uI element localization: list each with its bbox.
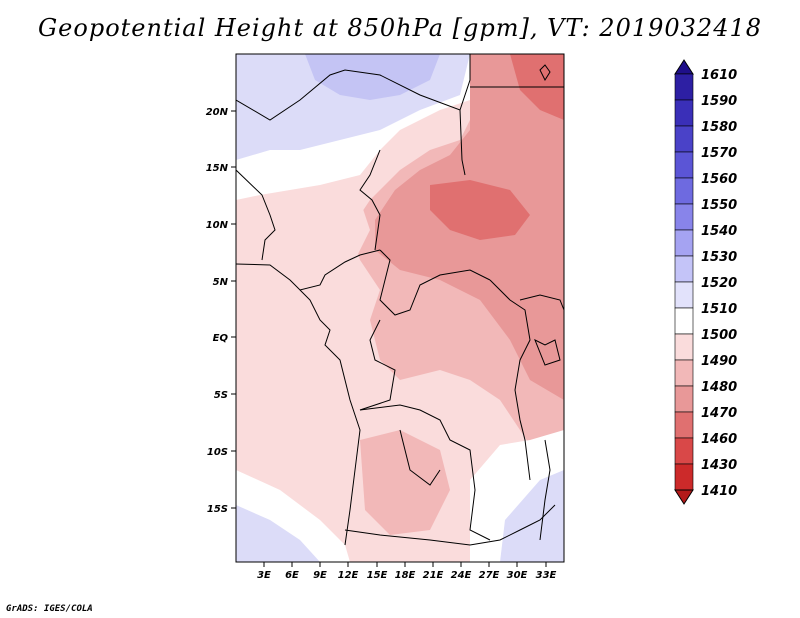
lat-label-15s: 15S: [207, 504, 228, 515]
lat-label-eq: EQ: [213, 333, 229, 344]
colorbar-label: 1470: [701, 406, 737, 421]
colorbar-label: 1610: [701, 68, 737, 83]
colorbar-swatch: [674, 203, 694, 231]
colorbar-label: 1580: [701, 120, 737, 135]
colorbar-label: 1570: [701, 146, 737, 161]
colorbar-swatch: [674, 333, 694, 361]
colorbar-swatch: [674, 255, 694, 283]
chart-title: Geopotential Height at 850hPa [gpm], VT:…: [38, 14, 762, 42]
height-field: [236, 54, 564, 562]
lon-label-9e: 9E: [313, 570, 327, 581]
lat-label-15n: 15N: [206, 163, 229, 174]
lat-label-10s: 10S: [207, 447, 228, 458]
colorbar-label: 1530: [701, 250, 737, 265]
colorbar-swatch: [674, 99, 694, 127]
colorbar-swatch: [674, 411, 694, 439]
map-frame: [235, 53, 565, 563]
lat-label-5n: 5N: [213, 277, 229, 288]
band-1490-south: [360, 430, 450, 535]
band-1520-sw: [236, 505, 320, 562]
lon-label-12e: 12E: [338, 570, 359, 581]
lon-label-27e: 27E: [479, 570, 500, 581]
lon-label-33e: 33E: [536, 570, 557, 581]
colorbar-top-arrow: [674, 59, 694, 75]
colorbar-bottom-arrow: [674, 489, 694, 505]
colorbar-label: 1510: [701, 302, 737, 317]
lon-label-15e: 15E: [367, 570, 388, 581]
lon-label-6e: 6E: [285, 570, 299, 581]
lat-label-10n: 10N: [206, 220, 229, 231]
colorbar-label: 1410: [701, 484, 737, 499]
colorbar: 1610 1590 1580 1570 1560 1550 1540 1530 1520 1510…: [674, 59, 737, 505]
lon-label-30e: 30E: [507, 570, 528, 581]
colorbar-swatch: [674, 437, 694, 465]
grads-credit: GrADS: IGES/COLA: [6, 604, 93, 614]
lon-axis: 3E 6E 9E 12E 15E 18E 21E 24E 27E 30E 33E: [257, 562, 557, 581]
lon-label-18e: 18E: [395, 570, 416, 581]
lon-label-3e: 3E: [257, 570, 271, 581]
colorbar-label: 1590: [701, 94, 737, 109]
colorbar-label: 1500: [701, 328, 737, 343]
colorbar-swatch: [674, 281, 694, 309]
lon-label-21e: 21E: [423, 570, 444, 581]
colorbar-label: 1430: [701, 458, 737, 473]
band-1520-se: [500, 470, 564, 562]
colorbar-label: 1540: [701, 224, 737, 239]
colorbar-label: 1460: [701, 432, 737, 447]
colorbar-label: 1490: [701, 354, 737, 369]
colorbar-swatch: [674, 463, 694, 491]
lat-label-5s: 5S: [214, 390, 228, 401]
colorbar-swatch: [674, 307, 694, 335]
colorbar-swatch: [674, 73, 694, 101]
colorbar-label: 1560: [701, 172, 737, 187]
lat-label-20n: 20N: [206, 107, 229, 118]
colorbar-swatch: [674, 359, 694, 387]
colorbar-swatch: [674, 125, 694, 153]
colorbar-swatch: [674, 229, 694, 257]
band-1500-west: [236, 190, 370, 280]
colorbar-swatch: [674, 177, 694, 205]
colorbar-label: 1520: [701, 276, 737, 291]
band-1470-center: [430, 180, 530, 240]
lat-axis: 20N 15N 10N 5N EQ 5S 10S 15S: [206, 107, 236, 515]
borders: [236, 54, 564, 546]
colorbar-swatch: [674, 385, 694, 413]
colorbar-label: 1550: [701, 198, 737, 213]
colorbar-label: 1480: [701, 380, 737, 395]
colorbar-swatch: [674, 151, 694, 179]
lon-label-24e: 24E: [451, 570, 472, 581]
